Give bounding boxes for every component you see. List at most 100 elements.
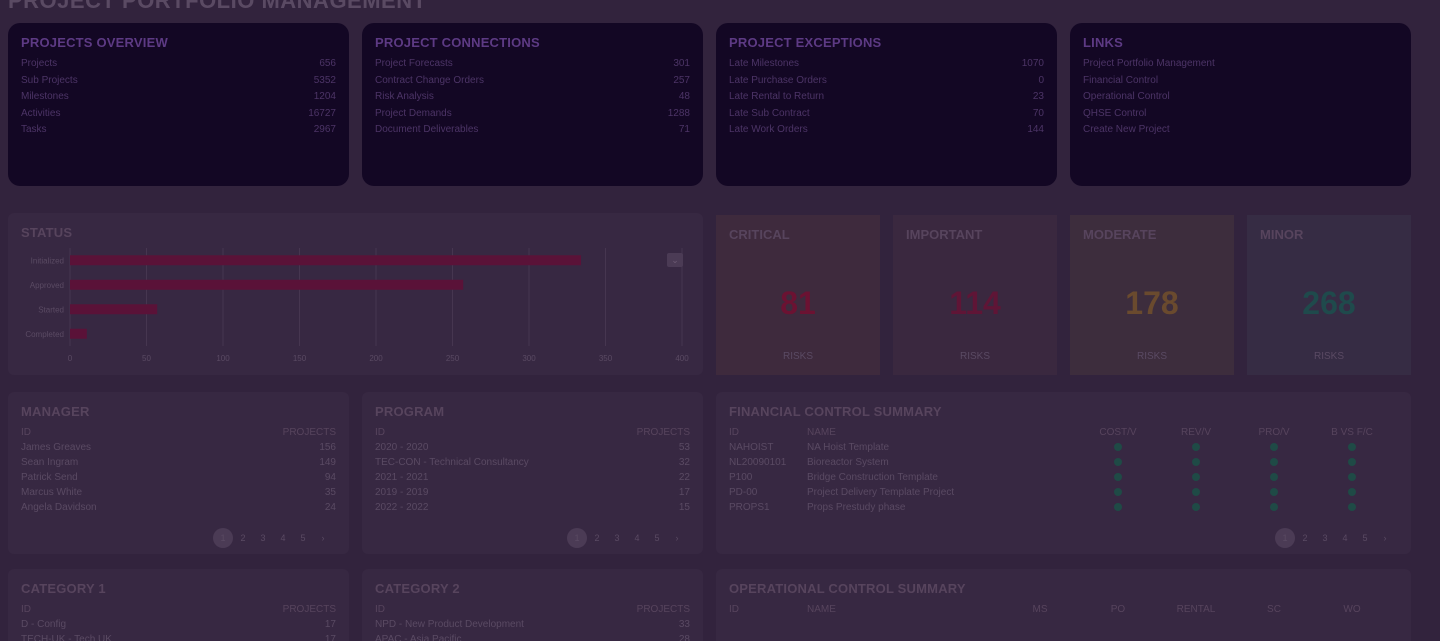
page-button[interactable]: 4 <box>634 533 640 543</box>
projects-overview-list: Projects 656 Sub Projects 5352 Milestones 120… <box>21 56 336 139</box>
connection-row[interactable]: Document Deliverables 71 <box>375 122 690 139</box>
page-button[interactable]: 5 <box>654 533 660 543</box>
page-button[interactable]: 4 <box>280 533 286 543</box>
row-projects: 17 <box>324 619 336 630</box>
page-button[interactable]: 1 <box>1275 528 1295 548</box>
page-button[interactable]: 3 <box>1322 533 1328 543</box>
exception-row[interactable]: Late Work Orders 144 <box>729 122 1044 139</box>
status-dot-icon <box>1192 443 1200 452</box>
overview-label: Activities <box>21 107 61 119</box>
page-button[interactable]: 3 <box>614 533 620 543</box>
link-item[interactable]: Project Portfolio Management <box>1083 58 1215 69</box>
projects-overview-title: PROJECTS OVERVIEW <box>21 35 168 50</box>
page-button[interactable]: 5 <box>1362 533 1368 543</box>
overview-row[interactable]: Tasks 2967 <box>21 122 336 139</box>
risk-count: 268 <box>1302 285 1356 321</box>
row-projects: 32 <box>678 457 690 468</box>
table-row[interactable]: 2021 - 2021 22 <box>375 470 690 485</box>
project-connections-card: PROJECT CONNECTIONS Project Forecasts 301… <box>362 23 703 186</box>
row-id: Angela Davidson <box>21 502 97 513</box>
category2-table: ID PROJECTS NPD - New Product Development… <box>375 602 690 641</box>
table-row[interactable]: NPD - New Product Development 33 <box>375 617 690 632</box>
overview-row[interactable]: Sub Projects 5352 <box>21 73 336 90</box>
manager-card: MANAGER ID PROJECTS James Greaves 156 Sean … <box>8 392 349 554</box>
table-row[interactable]: PD-00 Project Delivery Template Project <box>729 485 1391 500</box>
financial-control-pagination: 1 2 3 4 5 › <box>1275 528 1395 548</box>
status-dot-icon <box>1348 488 1356 497</box>
risk-count: 114 <box>949 285 1001 321</box>
link-item[interactable]: QHSE Control <box>1083 107 1147 119</box>
risk-label: RISKS <box>959 351 990 362</box>
page-button[interactable]: 3 <box>260 533 266 543</box>
connection-label: Project Forecasts <box>375 58 453 69</box>
next-page-button[interactable]: › <box>321 533 325 543</box>
risk-count: 81 <box>780 285 816 321</box>
table-row[interactable]: TECH-UK - Tech UK 17 <box>21 632 336 641</box>
connection-row[interactable]: Risk Analysis 48 <box>375 89 690 106</box>
risk-card-critical[interactable]: CRITICAL 81 RISKS <box>716 215 880 375</box>
table-row[interactable]: 2019 - 2019 17 <box>375 485 690 500</box>
table-row[interactable]: NL20090101 Bioreactor System <box>729 455 1391 470</box>
next-page-button[interactable]: › <box>675 533 679 543</box>
table-row[interactable]: Angela Davidson 24 <box>21 500 336 515</box>
col-header: NAME <box>807 427 836 438</box>
row-id: PD-00 <box>729 487 758 498</box>
page-button[interactable]: 2 <box>240 533 246 543</box>
overview-row[interactable]: Activities 16727 <box>21 106 336 123</box>
table-row[interactable]: Patrick Send 94 <box>21 470 336 485</box>
x-tick-label: 400 <box>675 354 689 363</box>
manager-pagination: 1 2 3 4 5 › <box>213 528 333 548</box>
table-row[interactable]: TEC-CON - Technical Consultancy 32 <box>375 455 690 470</box>
connection-row[interactable]: Project Forecasts 301 <box>375 56 690 73</box>
page-button[interactable]: 1 <box>567 528 587 548</box>
table-row[interactable]: James Greaves 156 <box>21 440 336 455</box>
exception-value: 144 <box>1027 124 1044 135</box>
risk-card-minor[interactable]: MINOR 268 RISKS <box>1247 215 1411 375</box>
page-button[interactable]: 4 <box>1342 533 1348 543</box>
page-button[interactable]: 5 <box>300 533 306 543</box>
row-name: Props Prestudy phase <box>807 502 906 513</box>
table-row[interactable]: 2020 - 2020 53 <box>375 440 690 455</box>
link-item[interactable]: Financial Control <box>1083 74 1159 86</box>
page-button[interactable]: 2 <box>1302 533 1308 543</box>
row-projects: 28 <box>678 634 690 641</box>
page-button[interactable]: 2 <box>594 533 600 543</box>
table-row[interactable]: APAC - Asia Pacific 28 <box>375 632 690 641</box>
connection-label: Document Deliverables <box>375 124 479 135</box>
connection-label: Project Demands <box>375 107 452 119</box>
link-item[interactable]: Operational Control <box>1083 91 1170 102</box>
exception-value: 70 <box>1032 107 1044 119</box>
exception-row[interactable]: Late Milestones 1070 <box>729 56 1044 73</box>
table-row[interactable]: PROPS1 Props Prestudy phase <box>729 500 1391 515</box>
status-bar[interactable] <box>70 304 158 315</box>
connection-row[interactable]: Project Demands 1288 <box>375 106 690 123</box>
table-row[interactable]: Sean Ingram 149 <box>21 455 336 470</box>
status-dot-icon <box>1114 488 1122 497</box>
overview-row[interactable]: Milestones 1204 <box>21 89 336 106</box>
y-category-label: Initialized <box>31 256 64 265</box>
link-item[interactable]: Create New Project <box>1083 124 1170 135</box>
table-row[interactable]: NAHOIST NA Hoist Template <box>729 440 1391 455</box>
risk-card-moderate[interactable]: MODERATE 178 RISKS <box>1070 215 1234 375</box>
status-bar[interactable] <box>70 328 87 339</box>
table-row[interactable]: D - Config 17 <box>21 617 336 632</box>
exception-row[interactable]: Late Purchase Orders 0 <box>729 73 1044 90</box>
exception-row[interactable]: Late Rental to Return 23 <box>729 89 1044 106</box>
connection-row[interactable]: Contract Change Orders 257 <box>375 73 690 90</box>
x-tick-label: 50 <box>142 354 151 363</box>
program-pagination: 1 2 3 4 5 › <box>567 528 687 548</box>
status-bar[interactable] <box>70 255 582 266</box>
chart-menu-icon[interactable]: ⌄ <box>667 253 683 267</box>
risk-card-important[interactable]: IMPORTANT 114 RISKS <box>893 215 1057 375</box>
next-page-button[interactable]: › <box>1383 533 1387 543</box>
status-bar[interactable] <box>70 279 464 290</box>
table-row[interactable]: 2022 - 2022 15 <box>375 500 690 515</box>
page-button[interactable]: 1 <box>213 528 233 548</box>
status-dot-icon <box>1270 443 1278 452</box>
x-tick-label: 350 <box>599 354 613 363</box>
exception-row[interactable]: Late Sub Contract 70 <box>729 106 1044 123</box>
col-header: PO <box>1110 604 1126 615</box>
table-row[interactable]: P100 Bridge Construction Template <box>729 470 1391 485</box>
table-row[interactable]: Marcus White 35 <box>21 485 336 500</box>
overview-row[interactable]: Projects 656 <box>21 56 336 73</box>
